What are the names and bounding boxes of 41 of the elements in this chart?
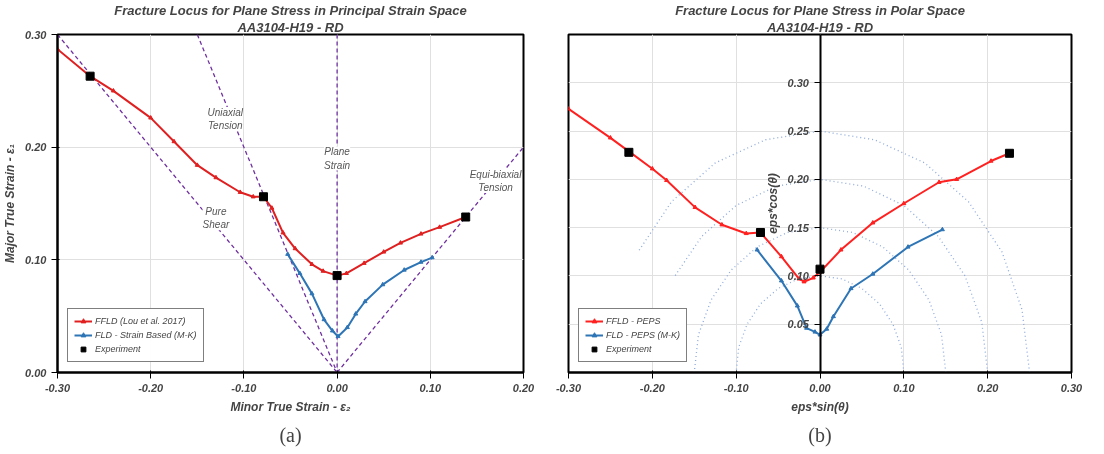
x-axis-title: eps*sin(θ) xyxy=(791,399,849,414)
x-axis-title: Minor True Strain - ε₂ xyxy=(230,399,351,414)
x-tick-label: 0.00 xyxy=(326,381,349,394)
x-tick-label: 0.10 xyxy=(419,381,442,394)
y-tick-label: 0.25 xyxy=(787,125,810,138)
x-tick-label: 0.20 xyxy=(976,381,1000,394)
x-tick-label: -0.10 xyxy=(231,381,258,394)
y-tick-label: 0.20 xyxy=(787,173,810,186)
text: (a) xyxy=(279,423,302,447)
chart-subtitle: AA3104-H19 - RD xyxy=(765,19,874,35)
legend-label: FFLD - PEPS xyxy=(606,315,661,327)
x-tick-label: -0.30 xyxy=(555,381,582,394)
legend-label: FFLD (Lou et al. 2017) xyxy=(95,315,186,327)
x-tick-label: -0.10 xyxy=(723,381,750,394)
y-axis-title: eps*cos(θ) xyxy=(766,173,781,234)
legend-label: Experiment xyxy=(606,343,652,355)
chart-title: Fracture Locus for Plane Stress in Polar Space xyxy=(675,2,965,18)
x-tick-label: 0.20 xyxy=(512,381,536,394)
y-tick-label: 0.15 xyxy=(787,221,810,234)
y-axis-title: Major True Strain - ε₁ xyxy=(3,143,18,264)
y-tick-label: 0.10 xyxy=(25,253,48,266)
chart-subtitle: AA3104-H19 - RD xyxy=(236,19,345,35)
x-tick-label: -0.20 xyxy=(639,381,666,394)
annotation: Uniaxial Tension xyxy=(207,106,244,132)
y-tick-label: 0.30 xyxy=(787,76,810,89)
legend-label: FLD - PEPS (M-K) xyxy=(606,329,681,341)
annotation: Equi-biaxial Tension xyxy=(469,168,523,194)
x-tick-label: 0.10 xyxy=(893,381,916,394)
annotation: Plane Strain xyxy=(324,146,351,171)
chart-title: Fracture Locus for Plane Stress in Principal Strain Space xyxy=(114,2,467,18)
text: (b) xyxy=(808,423,832,447)
legend-label: Experiment xyxy=(95,343,141,355)
x-tick-label: -0.30 xyxy=(44,381,71,394)
x-tick-label: -0.20 xyxy=(138,381,165,394)
legend-label: FLD - Strain Based (M-K) xyxy=(95,329,197,341)
x-tick-label: 0.00 xyxy=(809,381,832,394)
annotation: Pure Shear xyxy=(202,206,230,231)
y-tick-label: 0.00 xyxy=(25,366,48,379)
x-tick-label: 0.30 xyxy=(1060,381,1084,394)
y-tick-label: 0.30 xyxy=(25,28,48,41)
y-tick-label: 0.20 xyxy=(25,141,48,154)
